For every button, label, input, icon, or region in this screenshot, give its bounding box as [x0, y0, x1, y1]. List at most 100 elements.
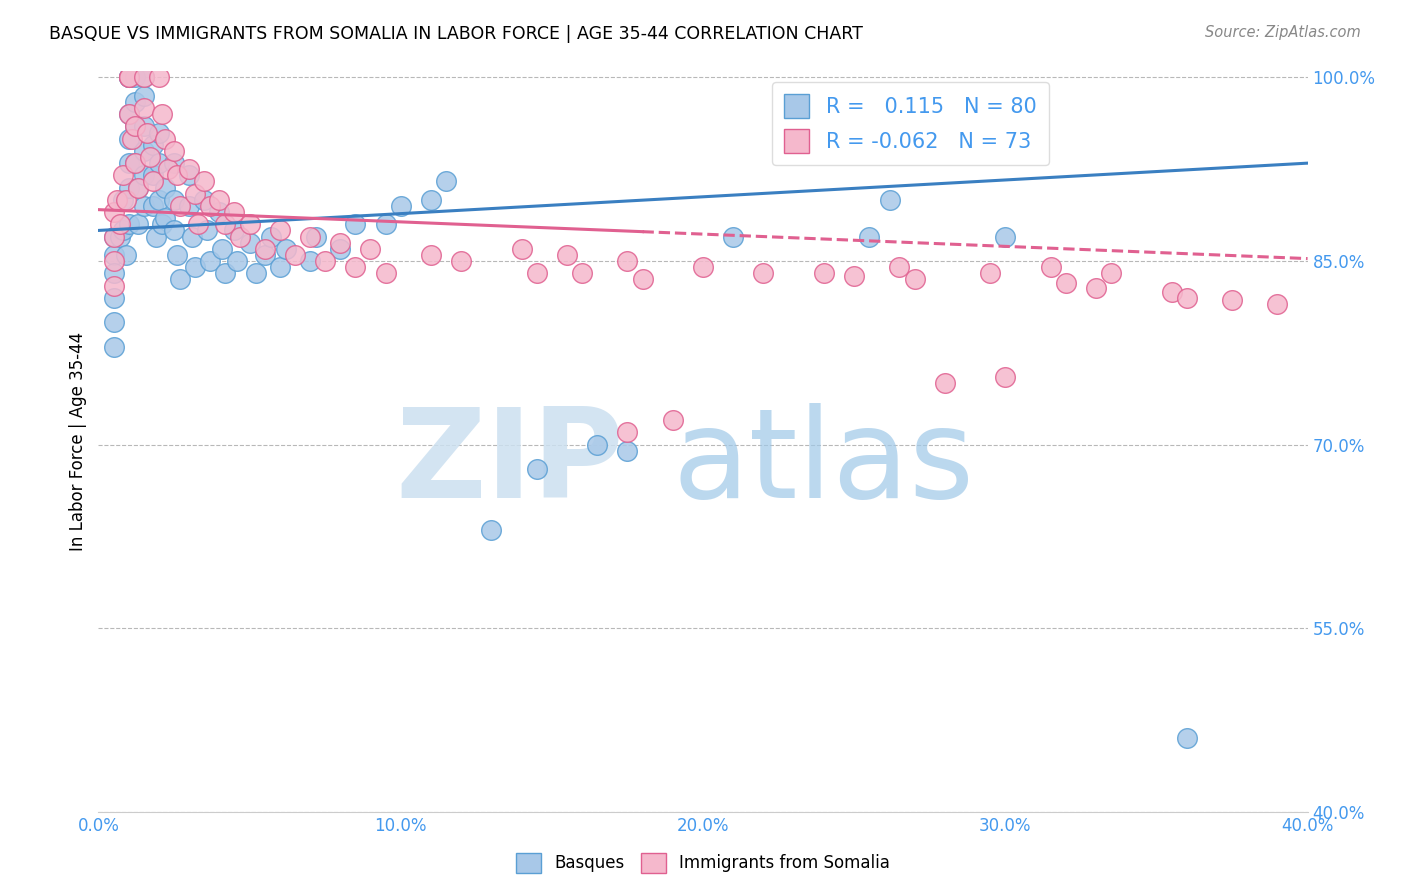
- Point: [994, 229, 1017, 244]
- Point: [1039, 260, 1062, 275]
- Point: [132, 199, 155, 213]
- Point: [150, 217, 173, 231]
- Point: [1220, 293, 1243, 308]
- Point: [105, 193, 128, 207]
- Point: [571, 266, 593, 280]
- Point: [103, 229, 125, 244]
- Point: [723, 229, 745, 244]
- Point: [179, 162, 201, 177]
- Point: [858, 229, 880, 244]
- Point: [344, 217, 367, 231]
- Point: [481, 523, 503, 537]
- Point: [114, 248, 136, 262]
- Point: [193, 174, 215, 188]
- Point: [329, 242, 352, 256]
- Point: [163, 144, 186, 158]
- Point: [813, 266, 835, 280]
- Point: [299, 254, 322, 268]
- Point: [299, 229, 322, 244]
- Point: [360, 242, 382, 256]
- Point: [124, 156, 146, 170]
- Point: [103, 248, 125, 262]
- Point: [195, 223, 218, 237]
- Point: [1160, 285, 1182, 299]
- Point: [103, 340, 125, 354]
- Point: [274, 242, 297, 256]
- Point: [139, 150, 162, 164]
- Point: [127, 217, 149, 231]
- Point: [118, 217, 141, 231]
- Point: [239, 235, 262, 250]
- Point: [269, 260, 291, 275]
- Point: [118, 107, 141, 121]
- Point: [329, 235, 352, 250]
- Point: [111, 193, 134, 207]
- Point: [124, 120, 146, 134]
- Point: [103, 229, 125, 244]
- Text: BASQUE VS IMMIGRANTS FROM SOMALIA IN LABOR FORCE | AGE 35-44 CORRELATION CHART: BASQUE VS IMMIGRANTS FROM SOMALIA IN LAB…: [49, 25, 863, 43]
- Point: [879, 193, 901, 207]
- Point: [118, 107, 141, 121]
- Legend: Basques, Immigrants from Somalia: Basques, Immigrants from Somalia: [509, 847, 897, 880]
- Point: [148, 193, 170, 207]
- Point: [200, 254, 222, 268]
- Point: [260, 229, 283, 244]
- Point: [844, 268, 866, 283]
- Point: [118, 70, 141, 85]
- Point: [124, 95, 146, 109]
- Point: [239, 217, 262, 231]
- Point: [179, 169, 201, 183]
- Point: [344, 260, 367, 275]
- Point: [224, 223, 246, 237]
- Point: [135, 126, 157, 140]
- Point: [132, 88, 155, 103]
- Point: [752, 266, 775, 280]
- Point: [184, 260, 207, 275]
- Point: [163, 193, 186, 207]
- Point: [631, 272, 654, 286]
- Point: [153, 211, 176, 226]
- Point: [181, 229, 204, 244]
- Point: [934, 376, 956, 391]
- Point: [118, 180, 141, 194]
- Point: [211, 242, 233, 256]
- Point: [111, 169, 134, 183]
- Point: [193, 193, 215, 207]
- Point: [1099, 266, 1122, 280]
- Point: [184, 186, 207, 201]
- Point: [179, 199, 201, 213]
- Point: [118, 156, 141, 170]
- Point: [142, 199, 165, 213]
- Point: [132, 101, 155, 115]
- Point: [526, 462, 548, 476]
- Point: [114, 193, 136, 207]
- Point: [434, 174, 457, 188]
- Point: [214, 266, 236, 280]
- Point: [224, 205, 246, 219]
- Point: [245, 266, 267, 280]
- Point: [163, 223, 186, 237]
- Point: [904, 272, 927, 286]
- Point: [1085, 281, 1108, 295]
- Point: [555, 248, 578, 262]
- Point: [420, 193, 443, 207]
- Legend: R =   0.115   N = 80, R = -0.062   N = 73: R = 0.115 N = 80, R = -0.062 N = 73: [772, 82, 1049, 165]
- Text: Source: ZipAtlas.com: Source: ZipAtlas.com: [1205, 25, 1361, 40]
- Point: [103, 291, 125, 305]
- Point: [118, 70, 141, 85]
- Point: [132, 70, 155, 85]
- Point: [118, 70, 141, 85]
- Point: [616, 425, 638, 440]
- Point: [450, 254, 472, 268]
- Point: [226, 254, 249, 268]
- Point: [586, 437, 609, 451]
- Point: [1267, 297, 1289, 311]
- Point: [103, 266, 125, 280]
- Point: [253, 248, 276, 262]
- Point: [108, 217, 131, 231]
- Text: ZIP: ZIP: [395, 403, 624, 524]
- Point: [118, 70, 141, 85]
- Point: [145, 229, 167, 244]
- Point: [389, 199, 412, 213]
- Point: [148, 126, 170, 140]
